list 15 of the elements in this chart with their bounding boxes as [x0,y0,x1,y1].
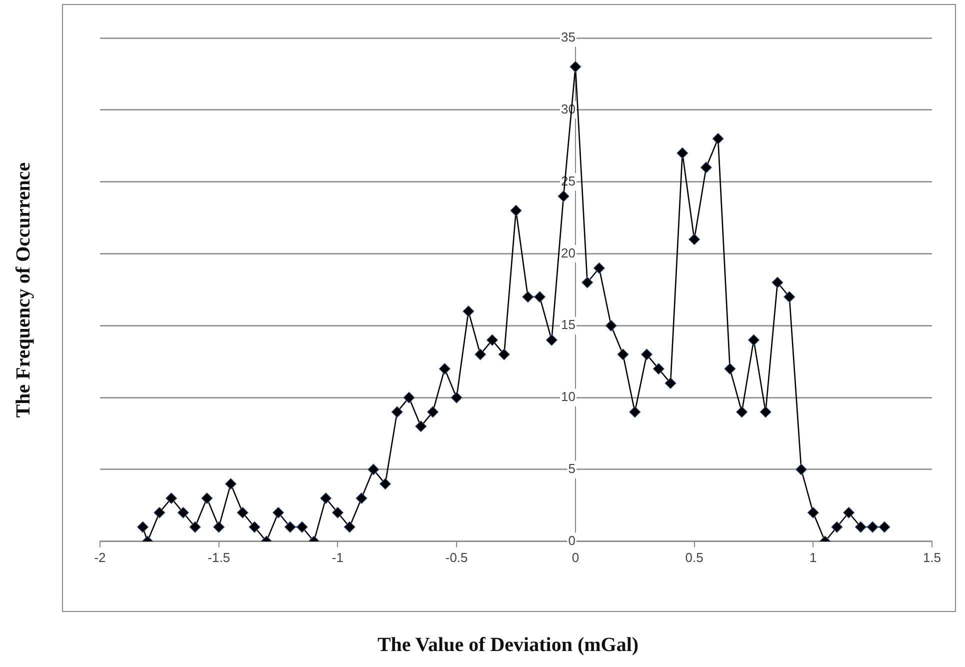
y-tick-label: 15 [560,317,576,332]
x-tick-label: 1.5 [922,550,942,565]
y-tick-label: 0 [568,532,576,548]
y-tick-label: 10 [560,389,576,404]
x-tick-label: 1 [810,550,817,565]
x-tick-label: -0.5 [445,550,468,565]
x-tick-label: -1.5 [208,550,230,565]
x-tick-label: -2 [94,550,106,565]
y-axis-title: The Frequency of Occurrence [12,162,36,418]
x-tick-label: 0.5 [685,550,704,565]
y-tick-label: 20 [560,245,576,260]
x-tick-label: -1 [332,550,344,565]
y-tick-label: 5 [568,461,576,476]
y-tick-label: 35 [560,30,576,45]
x-axis-title: The Value of Deviation (mGal) [376,634,640,657]
